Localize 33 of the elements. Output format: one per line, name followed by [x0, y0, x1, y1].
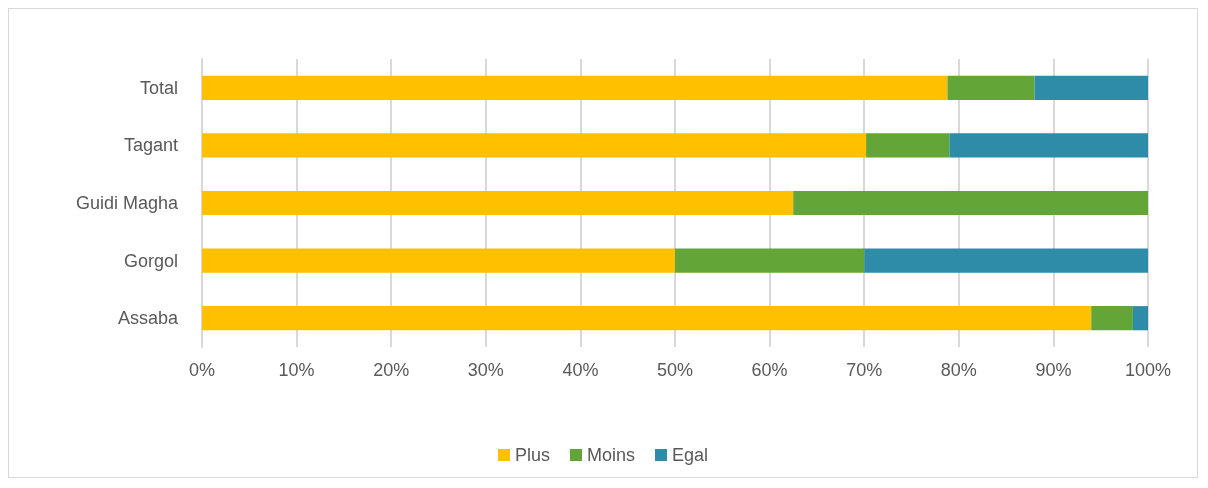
legend-label: Egal — [672, 445, 709, 465]
bar — [1034, 75, 1148, 100]
bar — [202, 75, 948, 100]
x-tick-label: 10% — [278, 360, 315, 380]
y-tick-label: Assaba — [117, 308, 179, 329]
legend-label: Moins — [586, 445, 635, 465]
bar — [1132, 306, 1148, 331]
bar — [202, 306, 1092, 331]
x-tick-label: 40% — [562, 360, 599, 380]
bar — [675, 248, 865, 273]
bar — [202, 190, 794, 216]
y-tick-label: Gorgol — [123, 250, 178, 271]
bar — [202, 248, 675, 273]
x-tick-label: 50% — [656, 360, 694, 380]
bar — [1091, 306, 1133, 331]
y-tick-label: Tagant — [123, 135, 178, 156]
x-tick-label: 80% — [940, 360, 977, 380]
x-tick-label: 20% — [373, 360, 410, 380]
legend-label: Plus — [514, 445, 550, 465]
bar — [793, 190, 1148, 216]
bar — [947, 75, 1035, 100]
bar — [949, 133, 1148, 158]
bar — [864, 248, 1148, 273]
x-tick-label: 30% — [467, 360, 504, 380]
y-tick-label: Guidi Magha — [75, 193, 179, 213]
x-tick-label: 100% — [1124, 360, 1172, 380]
x-tick-label: 70% — [846, 360, 883, 380]
bar — [202, 133, 867, 158]
x-tick-label: 90% — [1035, 360, 1072, 380]
x-tick-label: 60% — [751, 360, 788, 380]
y-tick-label: Total — [139, 77, 178, 98]
x-tick-label: 0% — [188, 360, 216, 380]
bar — [866, 133, 950, 158]
